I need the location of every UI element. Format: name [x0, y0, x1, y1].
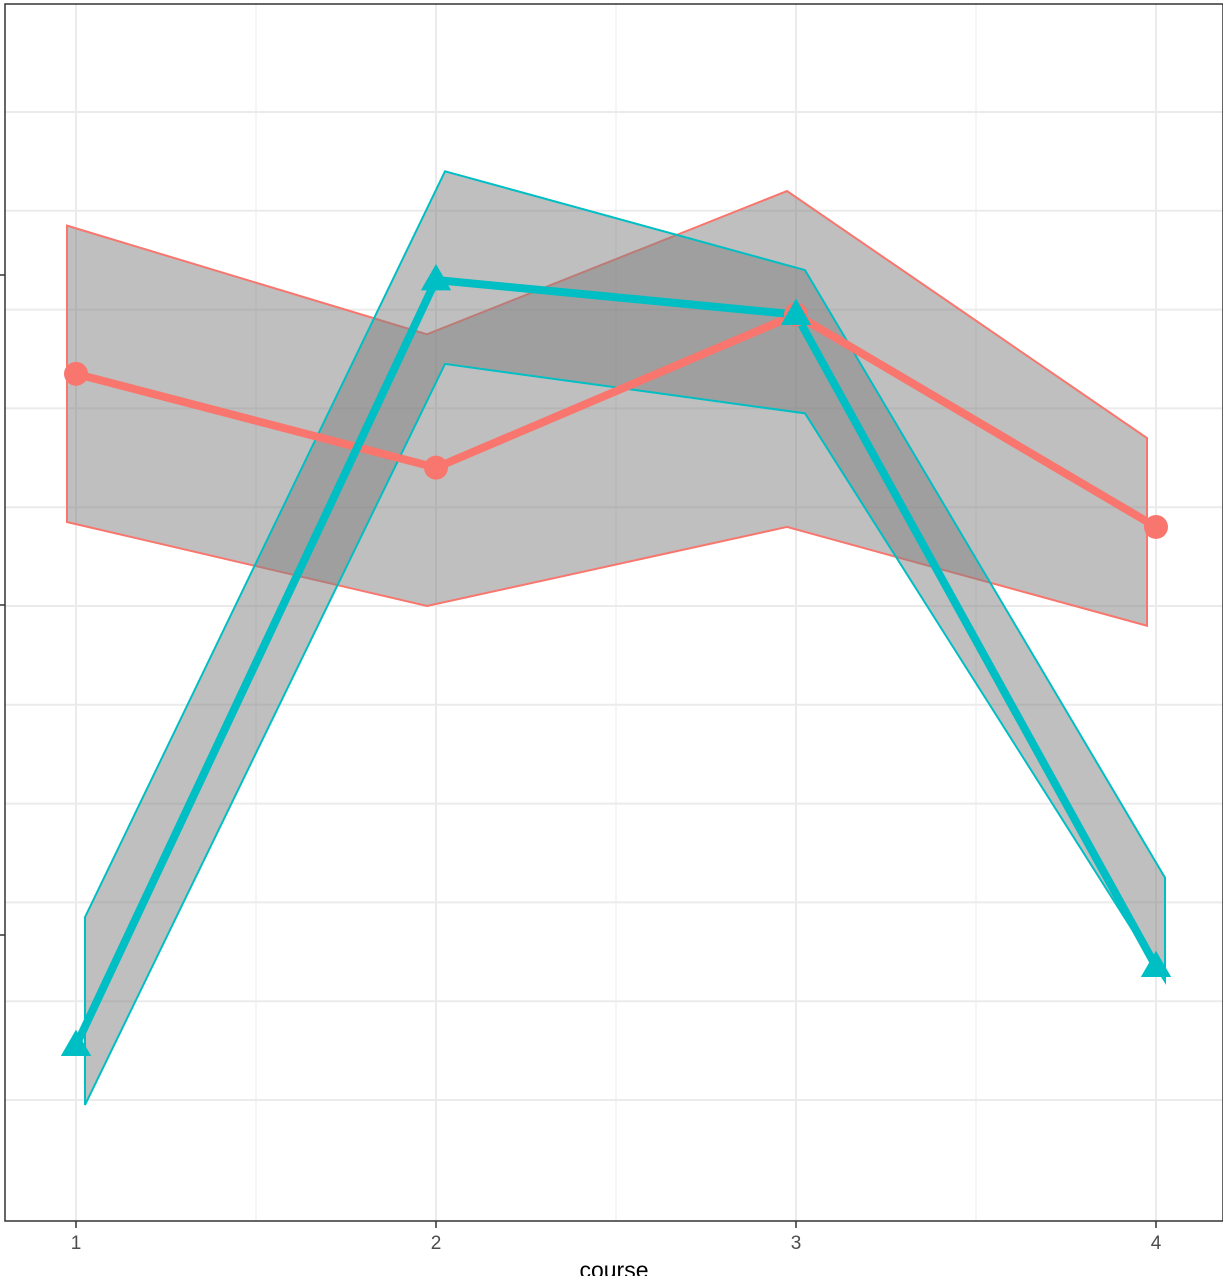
panel-border: [4, 3, 1223, 1222]
x-axis-ticks: 1 2 3 4: [71, 1221, 1162, 1254]
x-tick-label: 2: [431, 1233, 442, 1254]
x-tick-label: 3: [791, 1233, 802, 1254]
point-series-1: [424, 455, 448, 480]
point-series-2: [780, 298, 812, 325]
ribbons: [66, 170, 1166, 1106]
ribbon-series-2: [84, 170, 1166, 1106]
point-series-2: [1140, 950, 1172, 978]
panel-background: [5, 4, 1223, 1221]
y-axis-ticks: [0, 274, 5, 936]
line-series-1: [74, 310, 1159, 531]
series-markers: [60, 263, 1172, 1057]
point-series-1: [1144, 514, 1168, 539]
point-series-1: [64, 361, 88, 386]
x-tick-label: 4: [1151, 1233, 1162, 1254]
point-series-2: [60, 1029, 92, 1057]
series-lines: [72, 275, 1160, 1048]
line-series-2: [72, 275, 1160, 1048]
x-axis-title: course: [579, 1257, 648, 1276]
x-tick-label: 1: [71, 1233, 82, 1254]
point-series-2: [420, 263, 452, 291]
